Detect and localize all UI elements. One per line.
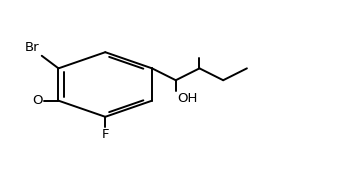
- Text: OH: OH: [177, 92, 198, 105]
- Text: Br: Br: [25, 41, 39, 54]
- Text: F: F: [102, 128, 109, 141]
- Text: O: O: [32, 94, 42, 107]
